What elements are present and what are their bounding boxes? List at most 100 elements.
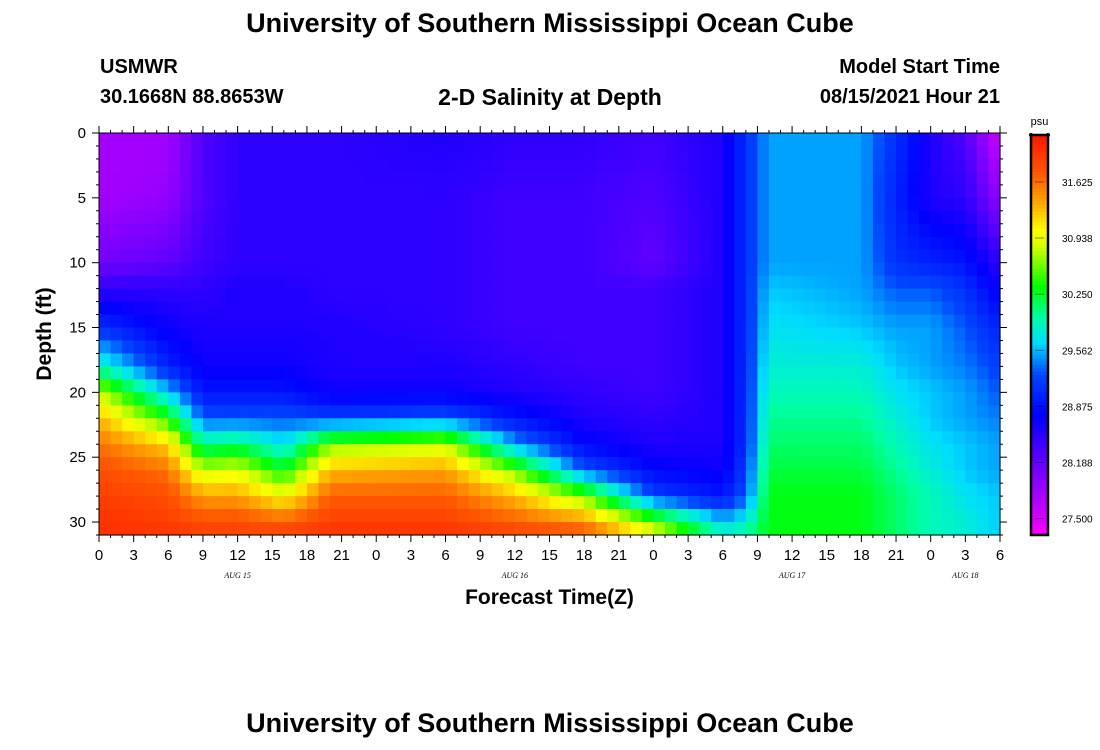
heatmap-cell	[768, 405, 782, 419]
heatmap-cell	[468, 236, 481, 251]
heatmap-cell	[641, 223, 655, 238]
heatmap-cell	[226, 210, 239, 225]
heatmap-cell	[318, 197, 331, 212]
colorbar-segment	[1031, 205, 1048, 209]
footer-title: University of Southern Mississippi Ocean…	[246, 708, 854, 738]
heatmap-cell	[260, 171, 273, 186]
heatmap-cell	[191, 522, 204, 536]
heatmap-cell	[133, 223, 146, 238]
heatmap-cell	[988, 145, 1001, 160]
heatmap-cell	[526, 379, 539, 393]
heatmap-cell	[491, 379, 504, 393]
heatmap-cell	[168, 379, 181, 393]
heatmap-cell	[861, 327, 874, 342]
heatmap-cell	[861, 301, 874, 316]
heatmap-cell	[942, 236, 955, 251]
heatmap-cell	[757, 418, 770, 432]
heatmap-cell	[884, 457, 897, 471]
heatmap-cell	[792, 379, 805, 393]
heatmap-cell	[803, 379, 816, 393]
heatmap-cell	[237, 405, 250, 419]
heatmap-cell	[618, 509, 631, 523]
heatmap-cell	[907, 444, 920, 458]
heatmap-cell	[272, 353, 285, 368]
x-tick-label: 12	[784, 547, 801, 564]
heatmap-cell	[965, 158, 978, 173]
heatmap-cell	[942, 171, 955, 186]
heatmap-cell	[272, 158, 285, 173]
heatmap-cell	[641, 197, 655, 212]
heatmap-cell	[491, 509, 504, 523]
heatmap-cell	[399, 133, 412, 147]
heatmap-cell	[942, 509, 955, 523]
heatmap-cell	[503, 431, 516, 445]
heatmap-cell	[757, 301, 770, 316]
heatmap-cell	[953, 158, 966, 173]
heatmap-cell	[826, 275, 839, 290]
heatmap-cell	[572, 184, 585, 199]
heatmap-cell	[919, 379, 932, 393]
heatmap-cell	[191, 379, 204, 393]
heatmap-cell	[711, 223, 724, 238]
heatmap-cell	[457, 509, 470, 523]
heatmap-cell	[722, 223, 735, 238]
y-tick-label: 30	[69, 514, 86, 531]
heatmap-cell	[295, 158, 308, 173]
heatmap-cell	[445, 314, 458, 329]
heatmap-cell	[653, 133, 666, 147]
heatmap-cell	[237, 223, 250, 238]
heatmap-cell	[537, 509, 551, 523]
heatmap-cell	[353, 405, 366, 419]
heatmap-cell	[768, 197, 782, 212]
heatmap-cell	[965, 275, 978, 290]
heatmap-cell	[734, 314, 747, 329]
heatmap-cell	[757, 431, 770, 445]
heatmap-cell	[965, 236, 978, 251]
heatmap-cell	[630, 223, 643, 238]
heatmap-cell	[537, 405, 551, 419]
colorbar-segment	[1031, 248, 1048, 253]
heatmap-cell	[930, 418, 943, 432]
heatmap-cell	[976, 431, 990, 445]
colorbar-segment	[1031, 481, 1048, 486]
heatmap-cell	[676, 470, 689, 484]
heatmap-cell	[872, 171, 886, 186]
heatmap-cell	[468, 249, 481, 264]
heatmap-cell	[480, 171, 493, 186]
heatmap-cell	[722, 496, 735, 510]
colorbar-segment	[1031, 138, 1048, 143]
heatmap-cell	[688, 522, 701, 536]
heatmap-cell	[122, 171, 135, 186]
heatmap-cell	[122, 444, 135, 458]
heatmap-cell	[780, 444, 793, 458]
heatmap-cell	[226, 236, 239, 251]
colorbar-segment	[1031, 491, 1048, 496]
heatmap-cell	[722, 431, 735, 445]
heatmap-cell	[249, 431, 262, 445]
heatmap-cell	[734, 340, 747, 355]
heatmap-cell	[480, 301, 493, 316]
heatmap-cell	[919, 158, 932, 173]
heatmap-cell	[988, 509, 1001, 523]
colorbar-segment	[1031, 178, 1048, 183]
heatmap-cell	[353, 522, 366, 536]
heatmap-cell	[503, 275, 516, 290]
heatmap-cell	[145, 509, 158, 523]
heatmap-cell	[641, 522, 655, 536]
heatmap-cell	[942, 158, 955, 173]
heatmap-cell	[237, 470, 250, 484]
heatmap-cell	[283, 353, 296, 368]
heatmap-cell	[942, 275, 955, 290]
heatmap-cell	[884, 158, 897, 173]
heatmap-cell	[826, 483, 839, 497]
heatmap-cell	[699, 366, 712, 380]
heatmap-cell	[861, 444, 874, 458]
heatmap-cell	[838, 145, 851, 160]
heatmap-cell	[699, 457, 712, 471]
heatmap-cell	[514, 327, 527, 342]
colorbar-segment	[1031, 201, 1048, 206]
heatmap-cell	[491, 418, 504, 432]
heatmap-cell	[734, 405, 747, 419]
heatmap-cell	[133, 197, 146, 212]
x-tick-label: 18	[576, 547, 593, 564]
